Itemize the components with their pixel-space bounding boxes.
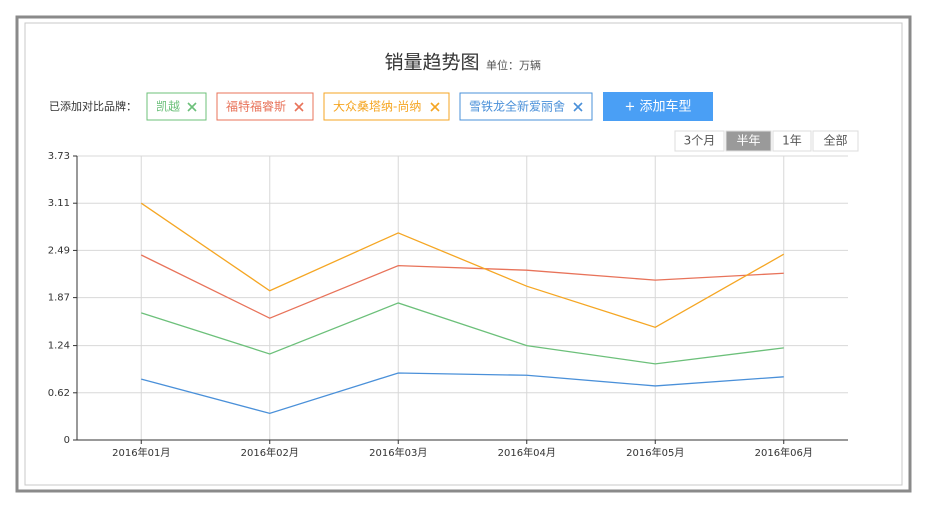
period-button[interactable]: [772, 130, 812, 152]
legend-tag[interactable]: [323, 92, 450, 121]
x-tick-label: 2016年01月: [112, 446, 170, 459]
period-label[interactable]: 半年: [736, 134, 760, 148]
legend-tag[interactable]: [216, 92, 314, 121]
y-tick-label: 0: [64, 435, 70, 446]
x-tick-label: 2016年06月: [755, 446, 813, 459]
legend-label[interactable]: 雪铁龙全新爱丽舍: [469, 99, 565, 114]
legend-label[interactable]: 大众桑塔纳-尚纳: [333, 100, 421, 114]
legend-label[interactable]: 凯越: [156, 100, 180, 114]
add-button[interactable]: + 添加车型: [603, 92, 713, 121]
remove-icon[interactable]: [573, 102, 583, 112]
legend-label[interactable]: 福特福睿斯: [226, 99, 286, 114]
y-tick-label: 3.73: [48, 151, 70, 162]
y-tick-label: 2.49: [48, 245, 70, 256]
add-button-bg[interactable]: [603, 92, 713, 121]
series-line: [140, 202, 785, 329]
period-label[interactable]: 3个月: [684, 134, 716, 148]
series-line: [140, 254, 784, 319]
series-line: [141, 372, 784, 415]
series-line: [141, 302, 784, 365]
frame-outer: [15, 15, 912, 493]
chart-title: 销量趋势图: [384, 52, 479, 74]
remove-icon[interactable]: [187, 102, 197, 112]
period-label[interactable]: 全部: [823, 133, 847, 148]
x-tick-label: 2016年05月: [626, 446, 684, 459]
period-label[interactable]: 1年: [782, 134, 802, 148]
x-tick-label: 2016年03月: [369, 446, 427, 459]
period-button[interactable]: [812, 130, 859, 152]
frame-inner: [24, 22, 903, 486]
y-tick-label: 3.11: [48, 198, 70, 209]
add-button-text[interactable]: + 添加车型: [624, 99, 691, 115]
remove-icon[interactable]: [294, 102, 304, 112]
x-tick-label: 2016年02月: [241, 446, 299, 459]
x-tick-label: 2016年04月: [498, 446, 556, 459]
period-button[interactable]: [725, 130, 772, 152]
legend-tag[interactable]: [459, 92, 593, 121]
brand-label: 已添加对比品牌：: [49, 99, 137, 113]
y-tick-label: 0.62: [48, 388, 70, 399]
remove-icon[interactable]: [430, 102, 440, 112]
legend-tag[interactable]: [146, 92, 207, 121]
y-tick-label: 1.24: [48, 341, 70, 352]
y-tick-label: 1.87: [48, 293, 70, 304]
period-button[interactable]: [674, 130, 725, 152]
chart-subtitle: 单位：万辆: [486, 58, 541, 72]
